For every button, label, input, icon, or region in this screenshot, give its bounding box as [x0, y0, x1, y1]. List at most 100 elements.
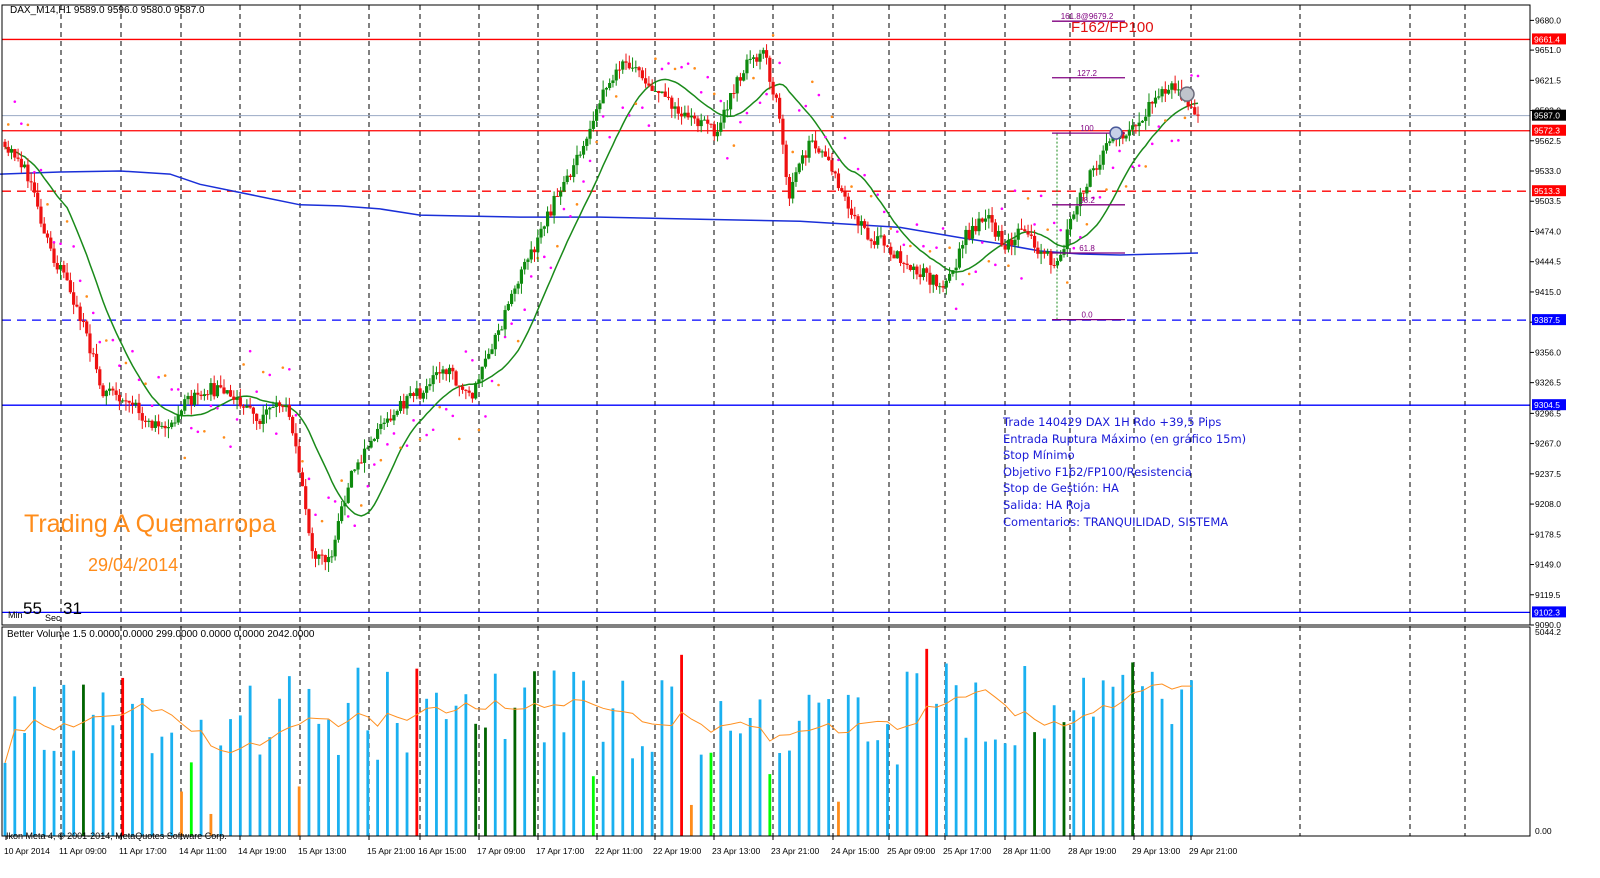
sar-dot: [203, 430, 206, 433]
candle-body: [65, 272, 69, 281]
volume-bar: [621, 680, 625, 836]
candle-body: [585, 138, 589, 146]
sar-dot: [412, 419, 415, 422]
sar-dot: [510, 322, 513, 325]
volume-bar: [513, 707, 517, 836]
candle-body: [1023, 229, 1027, 232]
candle-body: [1134, 125, 1138, 127]
sar-dot: [118, 364, 121, 367]
candle-body: [52, 248, 56, 263]
sar-dot: [314, 513, 317, 517]
candle-body: [326, 556, 331, 563]
sar-dot: [327, 496, 330, 499]
candle-body: [983, 218, 988, 222]
candle-body: [222, 387, 226, 394]
candle-body: [45, 233, 50, 238]
price-label-box: [1532, 33, 1566, 45]
symbol-header: DAX_M14,H1 9589.0 9596.0 9580.0 9587.0: [10, 5, 205, 16]
volume-bar: [788, 750, 791, 836]
candle-body: [575, 154, 579, 166]
candle-body: [644, 78, 648, 84]
sar-dot: [895, 230, 899, 233]
candle-body: [1072, 214, 1076, 219]
volume-bar: [199, 719, 203, 836]
candle-body: [889, 246, 893, 255]
price-label-text: 9513.3: [1534, 186, 1560, 196]
sar-dot: [144, 382, 147, 386]
candle-body: [725, 109, 729, 111]
volume-bar: [52, 750, 56, 836]
candle-body: [6, 146, 10, 153]
sar-dot: [477, 428, 481, 432]
sar-dot: [209, 404, 213, 408]
volume-bar: [719, 701, 723, 836]
sar-dot: [379, 458, 383, 462]
fibonacci-target-label: F162/FP100: [1071, 19, 1154, 36]
candle-body: [944, 280, 948, 288]
candle-body: [673, 106, 677, 109]
candle-body: [287, 404, 291, 417]
volume-bar: [336, 754, 340, 836]
sar-dot: [529, 275, 533, 278]
time-label: 25 Apr 09:00: [887, 846, 935, 856]
sar-dot: [91, 311, 95, 315]
volume-bar: [640, 746, 644, 836]
candle-body: [634, 67, 638, 69]
sar-dot: [39, 168, 43, 172]
volume-bar: [856, 697, 860, 836]
candle-body: [353, 469, 357, 471]
candle-body: [905, 263, 909, 265]
parabolic-sar: [6, 33, 1200, 528]
candle-body: [294, 433, 298, 447]
candle-body: [402, 400, 406, 409]
candle-body: [238, 397, 242, 407]
candle-body: [264, 409, 269, 415]
sar-dot: [667, 62, 670, 65]
candle-body: [274, 402, 278, 407]
sar-dot: [471, 358, 474, 362]
candle-body: [1075, 206, 1079, 215]
candle-body: [356, 462, 360, 470]
candle-body: [578, 154, 582, 156]
price-label-box: [1532, 124, 1566, 136]
volume-bar: [1101, 680, 1105, 836]
candle-body: [398, 400, 403, 411]
candle-body: [863, 221, 867, 228]
sar-dot: [556, 244, 559, 248]
sar-dot: [418, 438, 422, 441]
volume-bar: [650, 751, 654, 836]
candle-body: [689, 115, 693, 118]
candle-body: [493, 334, 497, 350]
sar-dot: [994, 263, 997, 267]
sar-dot: [1065, 281, 1069, 284]
volume-bar: [346, 702, 350, 836]
sar-dot: [105, 339, 108, 342]
sar-dot: [719, 99, 723, 103]
sar-dot: [386, 443, 389, 446]
candle-body: [117, 394, 121, 402]
candle-body: [800, 155, 805, 164]
time-label: 23 Apr 21:00: [771, 846, 819, 856]
candle-body: [957, 248, 961, 268]
candles[interactable]: [3, 44, 1200, 572]
candle-body: [1059, 254, 1063, 261]
candle-body: [340, 506, 344, 522]
sar-dot: [562, 207, 566, 211]
candle-body: [496, 330, 501, 335]
candle-body: [1098, 164, 1102, 170]
candle-body: [679, 113, 684, 117]
volume-bar: [1131, 662, 1135, 836]
time-label: 15 Apr 21:00: [367, 846, 415, 856]
sar-dot: [974, 270, 978, 274]
volume-bar: [993, 739, 997, 836]
volume-bar: [82, 684, 85, 836]
price-tick-label: 9562.5: [1535, 136, 1561, 146]
fib-level-label: 127.2: [1077, 69, 1098, 78]
sar-dot: [935, 246, 938, 249]
candle-body: [1026, 231, 1030, 235]
candle-body: [506, 303, 510, 311]
candle-body: [359, 462, 363, 464]
candle-body: [938, 286, 942, 288]
candle-body: [474, 383, 478, 399]
